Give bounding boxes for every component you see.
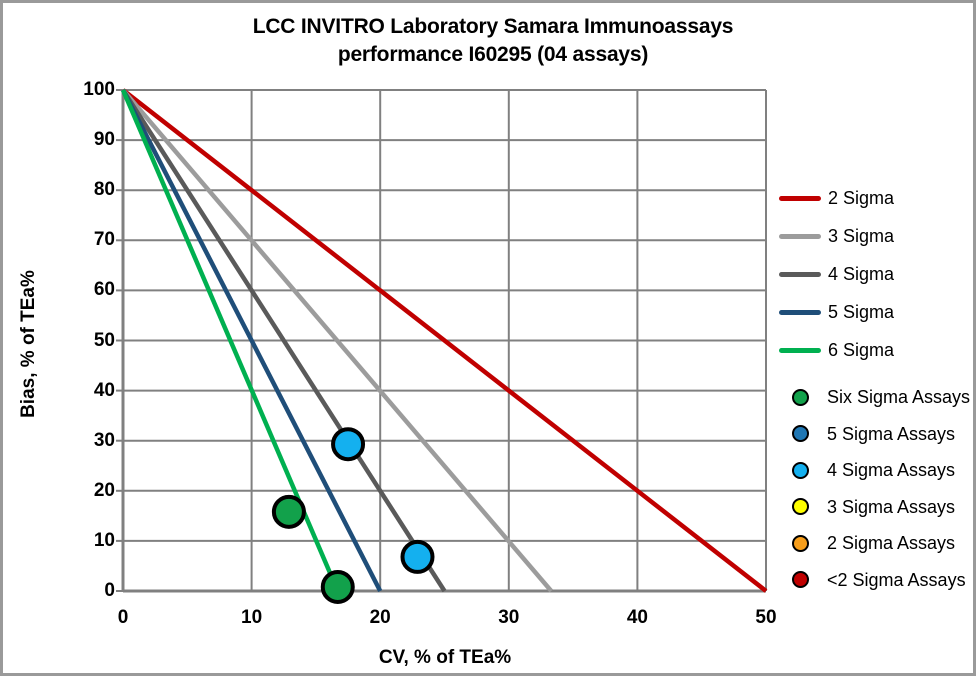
- y-tick-label: 100: [83, 79, 115, 100]
- data-point-six-sigma-assays[interactable]: [320, 569, 355, 604]
- legend-marker-row[interactable]: 4 Sigma Assays: [779, 452, 975, 489]
- y-tick-label: 0: [104, 580, 115, 601]
- legend-marker-label: <2 Sigma Assays: [827, 569, 966, 590]
- reference-line-4-sigma: [121, 88, 447, 593]
- chart-legend: 2 Sigma 3 Sigma 4 Sigma 5 Sigma 6 Sigma Six …: [779, 179, 975, 598]
- legend-marker-swatch-icon: [792, 388, 809, 406]
- y-axis-tick-labels: 0 10 20 30 40 50 60 70 80 90 100: [51, 3, 115, 679]
- legend-line-row[interactable]: 6 Sigma: [779, 331, 975, 369]
- reference-line-3-sigma: [121, 88, 553, 593]
- legend-marker-label: 4 Sigma Assays: [827, 460, 956, 481]
- chart-title: LCC INVITRO Laboratory Samara Immunoassa…: [153, 13, 833, 68]
- legend-marker-row[interactable]: 5 Sigma Assays: [779, 416, 975, 453]
- legend-marker-swatch-icon: [792, 425, 809, 443]
- chart-title-line-1: LCC INVITRO Laboratory Samara Immunoassa…: [252, 15, 734, 38]
- legend-marker-label: 2 Sigma Assays: [827, 533, 956, 554]
- legend-line-row[interactable]: 4 Sigma: [779, 255, 975, 293]
- y-tick-label: 40: [93, 379, 115, 401]
- data-point-4-sigma-assays[interactable]: [400, 539, 435, 574]
- reference-line-2-sigma: [121, 88, 768, 593]
- y-tick-label: 50: [93, 329, 115, 351]
- chart-title-line-2: performance I60295 (04 assays): [337, 42, 649, 66]
- x-tick-label: 30: [498, 607, 520, 628]
- legend-line-label: 2 Sigma: [828, 188, 895, 208]
- legend-line-swatch-icon: [779, 233, 821, 239]
- legend-line-swatch-icon: [779, 195, 821, 201]
- y-tick-label: 20: [93, 479, 115, 501]
- legend-marker-swatch-icon: [792, 534, 809, 552]
- y-axis-title: Bias, % of TEa%: [18, 270, 39, 418]
- legend-marker-row[interactable]: 3 Sigma Assays: [779, 489, 975, 526]
- y-tick-label: 10: [93, 529, 115, 551]
- legend-line-row[interactable]: 3 Sigma: [779, 217, 975, 255]
- data-point-4-sigma-assays[interactable]: [331, 427, 366, 462]
- x-tick-label: 0: [117, 607, 129, 628]
- legend-marker-label: 3 Sigma Assays: [827, 496, 956, 517]
- legend-marker-row[interactable]: <2 Sigma Assays: [779, 562, 975, 599]
- x-axis-tick-labels: 0 10 20 30 40 50: [3, 3, 976, 679]
- legend-line-row[interactable]: 5 Sigma: [779, 293, 975, 331]
- legend-line-swatch-icon: [779, 309, 821, 315]
- legend-line-label: 6 Sigma: [828, 340, 895, 360]
- legend-line-label: 4 Sigma: [828, 264, 895, 284]
- y-tick-label: 80: [93, 179, 115, 201]
- legend-marker-row[interactable]: Six Sigma Assays: [779, 379, 975, 416]
- x-tick-label: 10: [241, 607, 263, 628]
- y-tick-label: 60: [93, 279, 115, 301]
- y-tick-label: 70: [93, 229, 115, 251]
- legend-marker-label: Six Sigma Assays: [827, 387, 971, 408]
- y-tick-label: 30: [93, 429, 115, 451]
- x-tick-label: 50: [755, 607, 777, 628]
- legend-marker-swatch-icon: [792, 461, 809, 479]
- legend-marker-swatch-icon: [792, 498, 809, 516]
- legend-line-entries: 2 Sigma 3 Sigma 4 Sigma 5 Sigma 6 Sigma: [779, 179, 975, 369]
- legend-line-swatch-icon: [779, 271, 821, 277]
- legend-marker-label: 5 Sigma Assays: [827, 423, 956, 444]
- legend-line-label: 5 Sigma: [828, 302, 895, 322]
- legend-line-row[interactable]: 2 Sigma: [779, 179, 975, 217]
- x-tick-label: 20: [369, 607, 391, 628]
- plot-canvas: [116, 88, 768, 604]
- legend-marker-row[interactable]: 2 Sigma Assays: [779, 525, 975, 562]
- x-tick-label: 40: [626, 607, 648, 628]
- x-axis-title: CV, % of TEa%: [378, 647, 512, 668]
- reference-line-5-sigma: [120, 88, 383, 593]
- legend-marker-swatch-icon: [792, 571, 809, 589]
- legend-marker-entries: Six Sigma Assays 5 Sigma Assays 4 Sigma As…: [779, 379, 975, 598]
- legend-line-label: 3 Sigma: [828, 226, 895, 246]
- data-point-six-sigma-assays[interactable]: [271, 494, 306, 529]
- y-tick-label: 90: [93, 129, 115, 151]
- plot-area: [3, 3, 976, 679]
- legend-line-swatch-icon: [779, 347, 821, 353]
